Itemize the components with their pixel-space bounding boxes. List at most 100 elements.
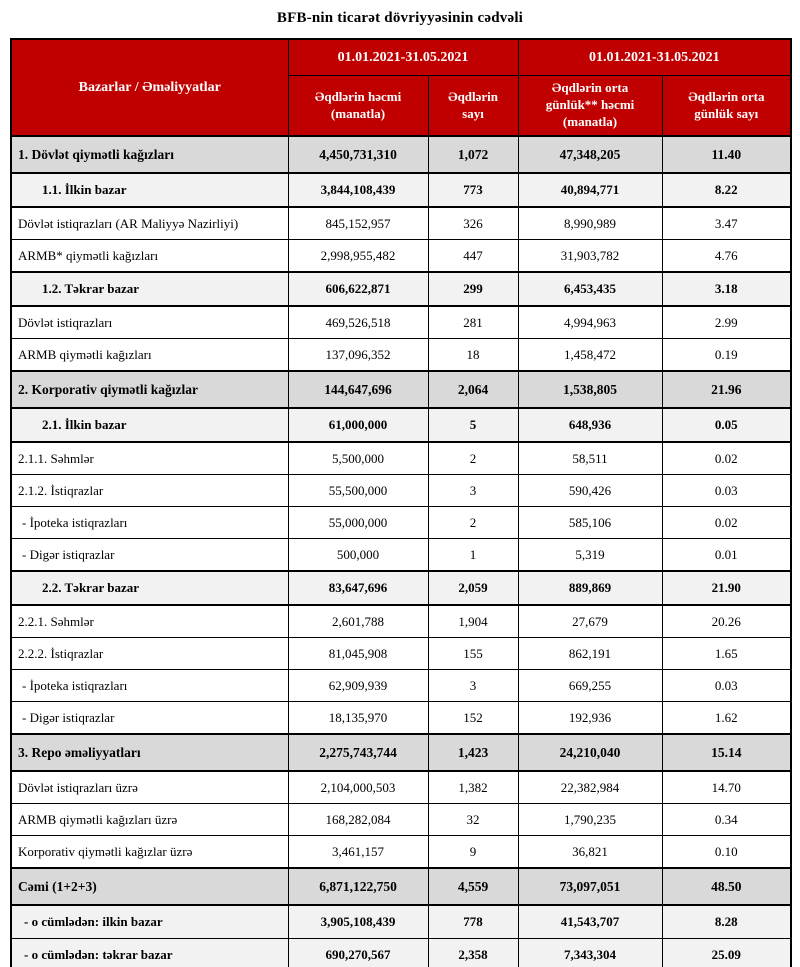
table-row: 3. Repo əməliyyatları 2,275,743,744 1,423 2… bbox=[10, 733, 792, 772]
row-label: Dövlət istiqrazları bbox=[10, 305, 289, 339]
cell-value: 20.26 bbox=[661, 604, 792, 638]
cell-value: 81,045,908 bbox=[287, 637, 429, 670]
cell-value: 0.03 bbox=[661, 669, 792, 702]
header-row-columns: Əqdlərin həcmi (manatla) Əqdlərin sayı Ə… bbox=[11, 75, 792, 137]
row-label: - İpoteka istiqrazları bbox=[10, 669, 289, 702]
row-label: 1. Dövlət qiymətli kağızları bbox=[10, 135, 289, 174]
row-label: 2.1. İlkin bazar bbox=[10, 407, 289, 443]
table-row: Dövlət istiqrazları (AR Maliyyə Nazirliy… bbox=[10, 206, 792, 240]
cell-value: 11.40 bbox=[661, 135, 792, 174]
cell-value: 36,821 bbox=[517, 835, 663, 869]
cell-value: 32 bbox=[427, 803, 519, 836]
cell-value: 18,135,970 bbox=[287, 701, 429, 735]
cell-value: 55,500,000 bbox=[287, 474, 429, 507]
cell-value: 61,000,000 bbox=[287, 407, 429, 443]
row-label: - Digər istiqrazlar bbox=[10, 538, 289, 572]
cell-value: 2,998,955,482 bbox=[287, 239, 429, 273]
cell-value: 2,601,788 bbox=[287, 604, 429, 638]
cell-value: 1 bbox=[427, 538, 519, 572]
cell-value: 192,936 bbox=[517, 701, 663, 735]
cell-value: 2,358 bbox=[427, 938, 519, 967]
cell-value: 1,072 bbox=[427, 135, 519, 174]
cell-value: 83,647,696 bbox=[287, 570, 429, 606]
cell-value: 0.05 bbox=[661, 407, 792, 443]
cell-value: 1,904 bbox=[427, 604, 519, 638]
cell-value: 1,382 bbox=[427, 770, 519, 804]
cell-value: 773 bbox=[427, 172, 519, 208]
cell-value: 73,097,051 bbox=[517, 867, 663, 906]
cell-value: 5,319 bbox=[517, 538, 663, 572]
cell-value: 1.65 bbox=[661, 637, 792, 670]
cell-value: 8,990,989 bbox=[517, 206, 663, 240]
table-row: 2.1. İlkin bazar 61,000,000 5 648,936 0.05 bbox=[10, 407, 792, 443]
cell-value: 606,622,871 bbox=[287, 271, 429, 307]
cell-value: 21.96 bbox=[661, 370, 792, 409]
cell-value: 14.70 bbox=[661, 770, 792, 804]
cell-value: 47,348,205 bbox=[517, 135, 663, 174]
column-header-avg-count: Əqdlərin orta günlük sayı bbox=[661, 75, 792, 137]
cell-value: 58,511 bbox=[517, 441, 663, 475]
cell-value: 4,559 bbox=[427, 867, 519, 906]
cell-value: 3.18 bbox=[661, 271, 792, 307]
cell-value: 5,500,000 bbox=[287, 441, 429, 475]
row-label: - Digər istiqrazlar bbox=[10, 701, 289, 735]
table-row: - İpoteka istiqrazları 55,000,000 2 585,106… bbox=[10, 506, 792, 539]
column-header-volume: Əqdlərin həcmi (manatla) bbox=[287, 75, 429, 137]
cell-value: 690,270,567 bbox=[287, 938, 429, 967]
cell-value: 4,994,963 bbox=[517, 305, 663, 339]
table-row: 1.1. İlkin bazar 3,844,108,439 773 40,894,7… bbox=[10, 172, 792, 208]
row-label: 2.1.1. Səhmlər bbox=[10, 441, 289, 475]
row-label: Cəmi (1+2+3) bbox=[10, 867, 289, 906]
cell-value: 648,936 bbox=[517, 407, 663, 443]
cell-value: 55,000,000 bbox=[287, 506, 429, 539]
cell-value: 2,104,000,503 bbox=[287, 770, 429, 804]
column-header-avg-volume: Əqdlərin orta günlük** həcmi (manatla) bbox=[517, 75, 663, 137]
table-row: 1.2. Təkrar bazar 606,622,871 299 6,453,435… bbox=[10, 271, 792, 307]
cell-value: 8.22 bbox=[661, 172, 792, 208]
header-row-periods: Bazarlar / Əməliyyatlar 01.01.2021-31.05… bbox=[10, 38, 792, 137]
cell-value: 31,903,782 bbox=[517, 239, 663, 273]
cell-value: 62,909,939 bbox=[287, 669, 429, 702]
cell-value: 155 bbox=[427, 637, 519, 670]
cell-value: 1,790,235 bbox=[517, 803, 663, 836]
column-header-markets: Bazarlar / Əməliyyatlar bbox=[10, 38, 289, 137]
cell-value: 24,210,040 bbox=[517, 733, 663, 772]
cell-value: 4,450,731,310 bbox=[287, 135, 429, 174]
cell-value: 144,647,696 bbox=[287, 370, 429, 409]
row-label: 1.2. Təkrar bazar bbox=[10, 271, 289, 307]
cell-value: 21.90 bbox=[661, 570, 792, 606]
cell-value: 778 bbox=[427, 904, 519, 939]
row-label: ARMB qiymətli kağızları bbox=[10, 338, 289, 372]
table-row: Dövlət istiqrazları 469,526,518 281 4,994,9… bbox=[10, 305, 792, 339]
cell-value: 447 bbox=[427, 239, 519, 273]
cell-value: 500,000 bbox=[287, 538, 429, 572]
cell-value: 590,426 bbox=[517, 474, 663, 507]
cell-value: 15.14 bbox=[661, 733, 792, 772]
cell-value: 1,458,472 bbox=[517, 338, 663, 372]
cell-value: 1,423 bbox=[427, 733, 519, 772]
cell-value: 0.03 bbox=[661, 474, 792, 507]
table-row: 1. Dövlət qiymətli kağızları 4,450,731,31… bbox=[10, 135, 792, 174]
row-label: 2.2.1. Səhmlər bbox=[10, 604, 289, 638]
cell-value: 0.02 bbox=[661, 506, 792, 539]
cell-value: 6,453,435 bbox=[517, 271, 663, 307]
table-row: - İpoteka istiqrazları 62,909,939 3 669,255… bbox=[10, 669, 792, 702]
page-title: BFB-nin ticarət dövriyyəsinin cədvəli bbox=[276, 10, 524, 26]
cell-value: 22,382,984 bbox=[517, 770, 663, 804]
turnover-table: Bazarlar / Əməliyyatlar 01.01.2021-31.05… bbox=[10, 38, 793, 967]
table-row: - Digər istiqrazlar 500,000 1 5,319 0.01 bbox=[10, 538, 792, 572]
cell-value: 469,526,518 bbox=[287, 305, 429, 339]
cell-value: 3,905,108,439 bbox=[287, 904, 429, 939]
row-label: ARMB qiymətli kağızları üzrə bbox=[10, 803, 289, 836]
cell-value: 3,844,108,439 bbox=[287, 172, 429, 208]
cell-value: 2.99 bbox=[661, 305, 792, 339]
cell-value: 2,064 bbox=[427, 370, 519, 409]
row-label: ARMB* qiymətli kağızları bbox=[10, 239, 289, 273]
row-label: - İpoteka istiqrazları bbox=[10, 506, 289, 539]
row-label: 3. Repo əməliyyatları bbox=[10, 733, 289, 772]
cell-value: 3 bbox=[427, 474, 519, 507]
cell-value: 2 bbox=[427, 506, 519, 539]
table-row: 2.2. Təkrar bazar 83,647,696 2,059 889,869 2… bbox=[10, 570, 792, 606]
cell-value: 3.47 bbox=[661, 206, 792, 240]
row-label: Dövlət istiqrazları (AR Maliyyə Nazirliy… bbox=[10, 206, 289, 240]
